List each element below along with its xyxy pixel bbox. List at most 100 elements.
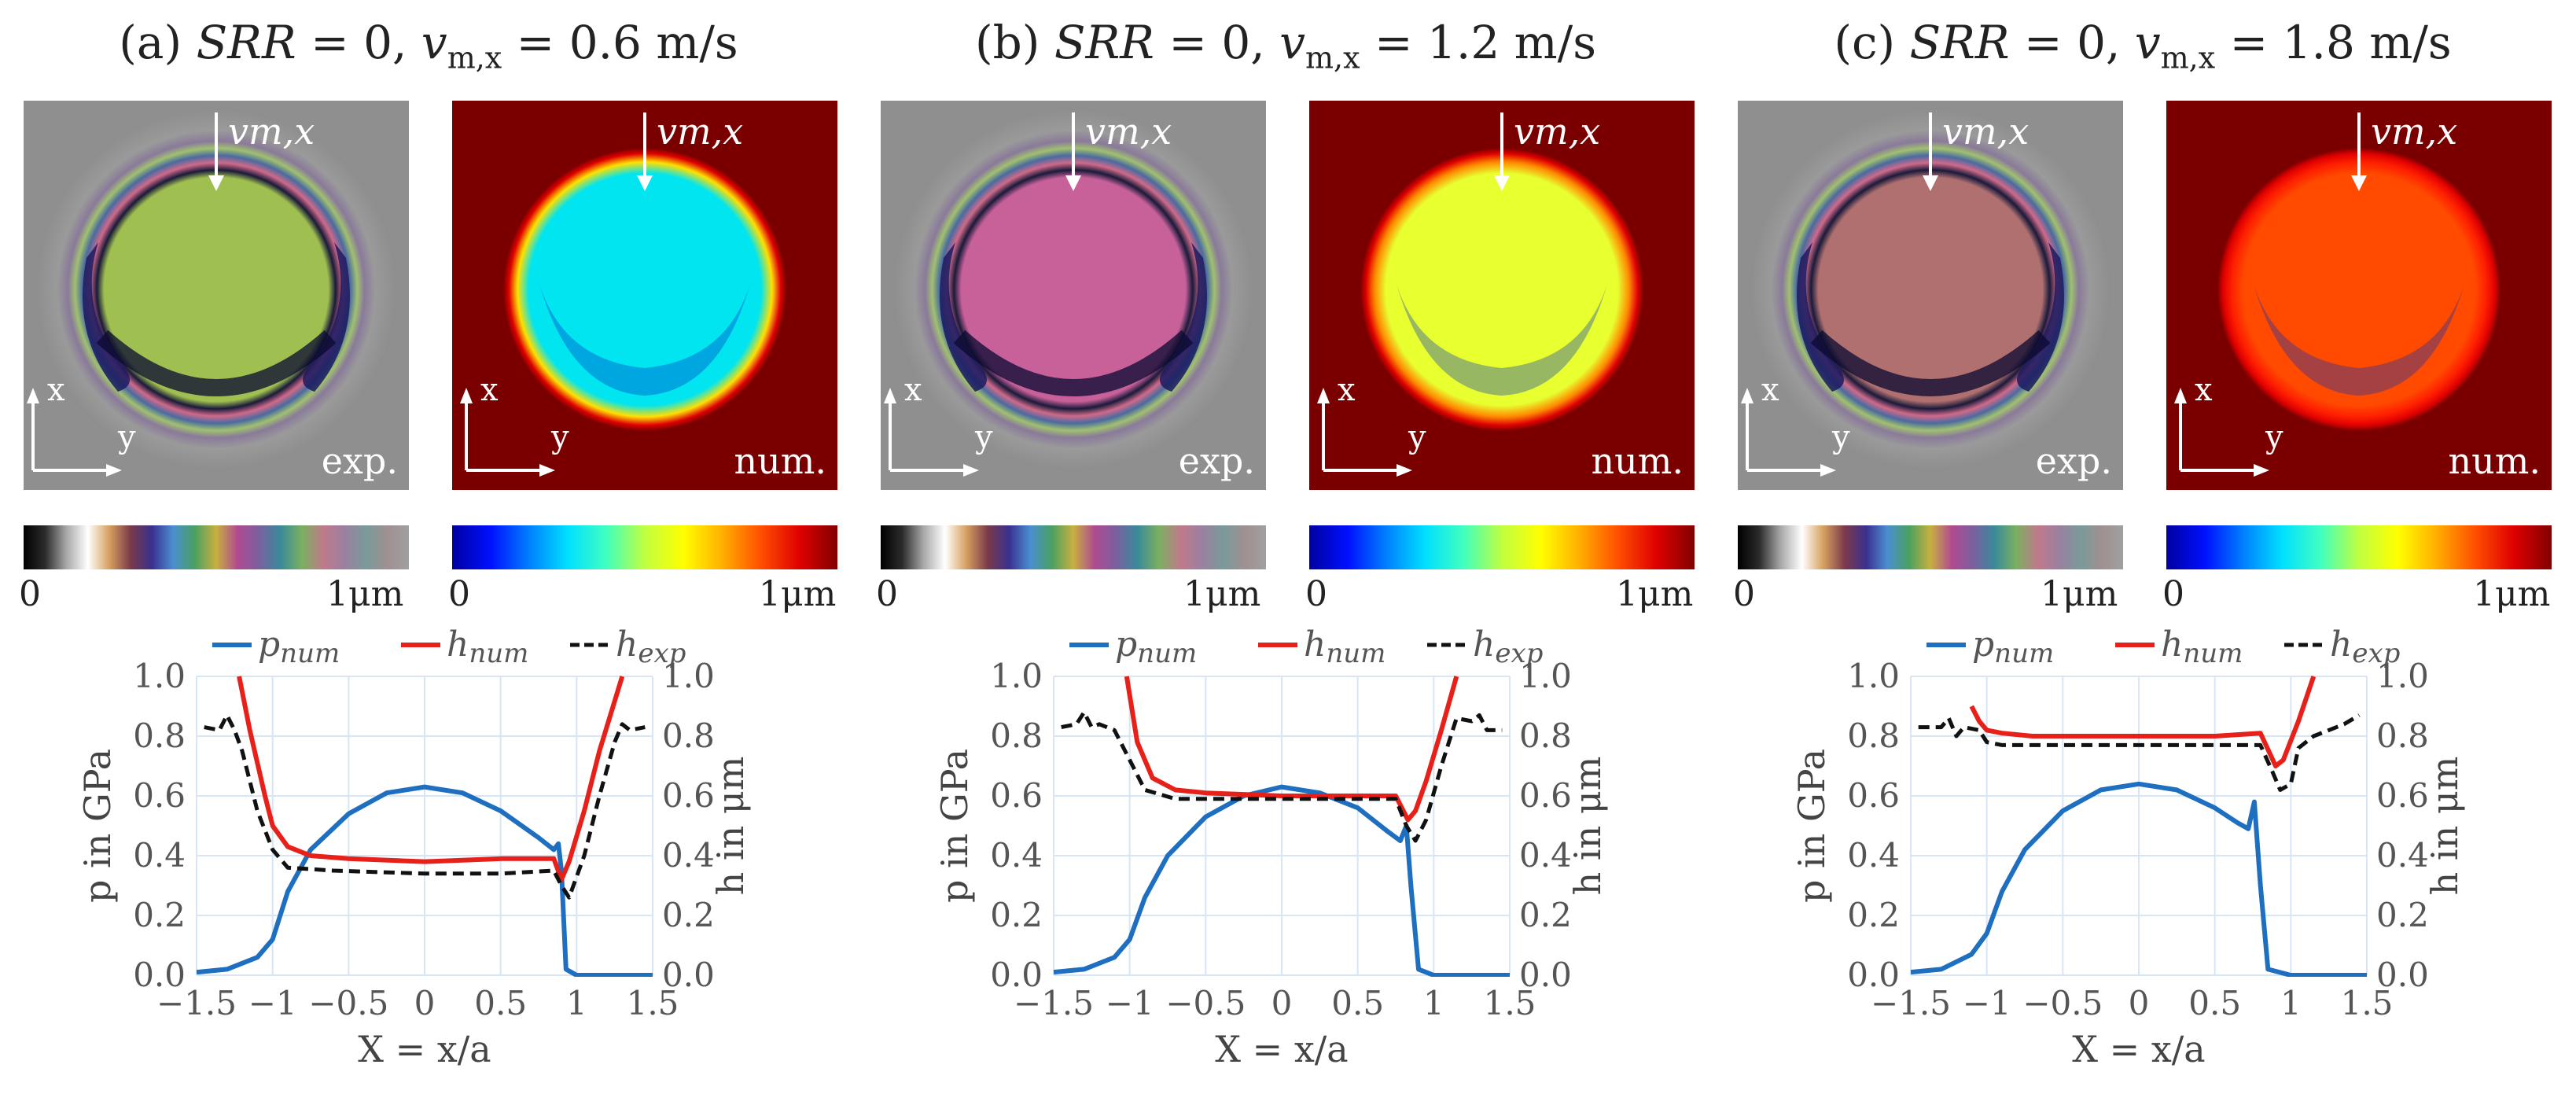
panel-title: (b) SRR = 0, vm,x = 1.2 m/s [857,16,1714,76]
x-tick-label: −0.5 [1165,984,1246,1022]
title-srr: SRR [1054,16,1154,69]
y-tick-label-left: 0.6 [990,776,1043,815]
num-image: vm,xxynum. [452,101,837,490]
axis-x-label: x [904,372,922,408]
title-prefix: (b) [975,16,1054,69]
x-tick-label: 1 [2280,984,2302,1022]
y-tick-label-left: 0.6 [1847,776,1900,815]
num-colorbar-max: 1μm [759,574,836,614]
y-tick-label-left: 0.8 [133,716,186,755]
title-eq2: = 1.2 m/s [1360,16,1596,69]
exp-image: vm,x x y exp. [24,101,409,490]
line-chart: −1.5−1−0.500.511.50.00.00.20.20.40.40.60… [1714,629,2571,1109]
line-chart: −1.5−1−0.500.511.50.00.00.20.20.40.40.60… [0,629,857,1109]
x-tick-label: −1 [248,984,297,1022]
y-tick-label-right: 0.0 [2376,956,2429,994]
exp-label: exp. [1179,440,1255,482]
title-prefix: (a) [119,16,196,69]
y-tick-label-right: 0.6 [1519,776,1572,815]
axis-y-label: y [1832,419,1850,455]
y-axis-label-left: p in GPa [933,749,976,903]
legend-label: hexp [2330,629,2400,669]
x-tick-label: −0.5 [308,984,388,1022]
y-tick-label-left: 1.0 [1847,657,1900,695]
y-axis-label-left: p in GPa [76,749,119,903]
y-axis-label-left: p in GPa [1790,749,1833,903]
axis-y-label: y [975,419,993,455]
axis-x-label: x [1338,372,1356,408]
y-tick-label-right: 0.4 [2376,836,2429,875]
exp-colorbar-max: 1μm [1183,574,1260,614]
num-colorbar [2166,525,2552,569]
axis-y-label: y [118,419,136,455]
title-eq2: = 0.6 m/s [502,16,738,69]
exp-colorbar-min: 0 [876,574,898,614]
y-tick-label-right: 0.4 [1519,836,1572,875]
x-tick-label: 0 [2129,984,2150,1022]
title-srr: SRR [1910,16,2010,69]
title-eq1: = 0, [1154,16,1279,69]
axis-y-label: y [551,419,569,455]
num-colorbar-max: 1μm [1616,574,1693,614]
title-sub: m,x [2161,41,2216,76]
title-srr: SRR [197,16,296,69]
y-tick-label-right: 0.4 [662,836,715,875]
exp-image: vm,x x y exp. [881,101,1266,490]
axis-x-label: x [480,372,499,408]
num-colorbar-min: 0 [1305,574,1327,614]
exp-colorbar-min: 0 [19,574,41,614]
axis-y-label: y [2265,419,2283,455]
exp-label: exp. [322,440,398,482]
legend-label: hnum [1304,629,1386,669]
y-tick-label-right: 0.0 [1519,956,1572,994]
panel-c: (c) SRR = 0, vm,x = 1.8 m/svm,xxyexp.vm,… [1714,0,2571,1116]
title-v: v [1279,16,1305,69]
y-tick-label-right: 0.6 [662,776,715,815]
num-image: vm,xxynum. [2166,101,2552,490]
title-sub: m,x [1305,41,1360,76]
axis-y-label: y [1408,419,1426,455]
title-sub: m,x [447,41,502,76]
num-colorbar-max: 1μm [2473,574,2550,614]
exp-colorbar [24,525,409,569]
exp-image: vm,xxyexp. [1738,101,2123,490]
y-tick-label-left: 0.0 [1847,956,1900,994]
panel-title: (a) SRR = 0, vm,x = 0.6 m/s [0,16,857,76]
num-colorbar [1309,525,1695,569]
x-axis-label: X = x/a [2072,1028,2205,1070]
y-tick-label-left: 0.4 [1847,836,1900,875]
velocity-label: vm,x [228,110,315,153]
num-image: vm,x x y num. [1309,101,1695,490]
exp-colorbar-min: 0 [1733,574,1755,614]
x-tick-label: −1 [1106,984,1154,1022]
series-h-num [1971,676,2313,766]
title-v: v [421,16,447,69]
velocity-label: vm,x [1085,110,1172,153]
velocity-label: vm,x [657,110,743,153]
num-label: num. [1592,440,1684,482]
velocity-label: vm,x [2371,110,2457,153]
series-h-num [239,676,622,879]
y-axis-label-right: h in μm [709,757,752,896]
y-tick-label-left: 1.0 [133,657,186,695]
y-axis-label-right: h in μm [2423,757,2466,896]
exp-label: exp. [2036,440,2112,482]
legend-label: pnum [1115,629,1197,669]
panel-a: (a) SRR = 0, vm,x = 0.6 m/svm,xxyexp.vm,… [0,0,857,1116]
x-tick-label: −1 [1963,984,2011,1022]
y-tick-label-left: 0.0 [133,956,186,994]
y-tick-label-right: 0.0 [662,956,715,994]
y-tick-label-right: 0.8 [662,716,715,755]
num-colorbar [452,525,837,569]
legend-label: hnum [447,629,528,669]
num-colorbar-min: 0 [2162,574,2184,614]
velocity-label: vm,x [1514,110,1600,153]
y-tick-label-right: 0.2 [2376,896,2429,934]
axis-x-label: x [47,372,65,408]
y-tick-label-right: 0.2 [1519,896,1572,934]
y-tick-label-left: 0.2 [1847,896,1900,934]
x-tick-label: 0 [414,984,436,1022]
legend-label: hnum [2161,629,2243,669]
exp-colorbar-max: 1μm [2041,574,2118,614]
y-tick-label-left: 0.6 [133,776,186,815]
